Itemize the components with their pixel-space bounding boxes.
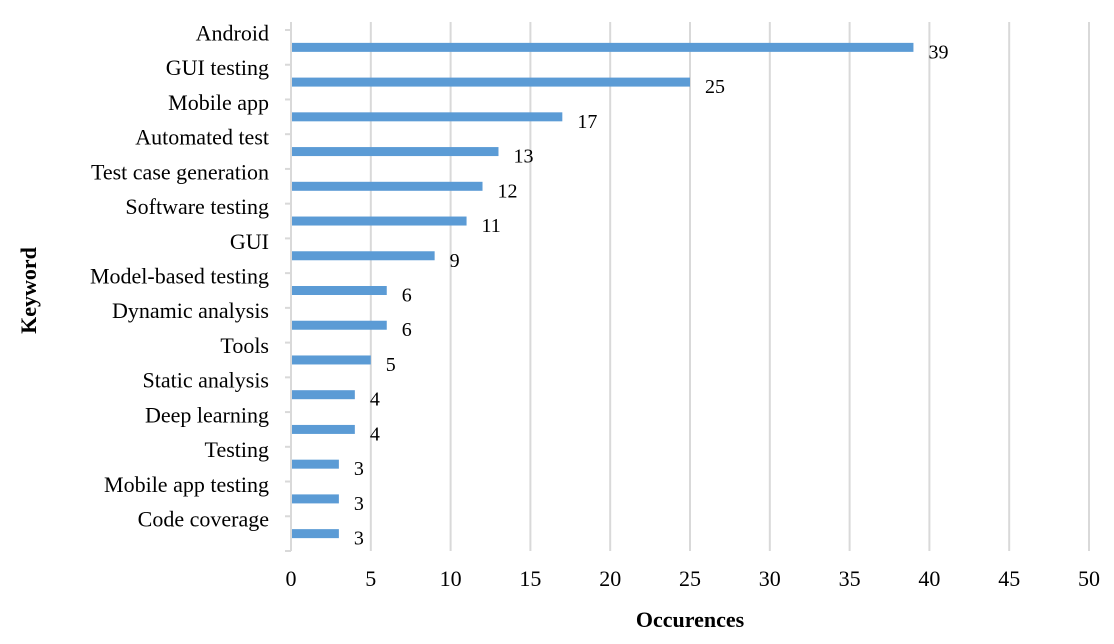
data-label: 3 — [354, 493, 364, 515]
data-label: 12 — [498, 180, 518, 202]
bars — [291, 42, 914, 539]
x-tick-label: 15 — [519, 566, 541, 591]
bar-testing — [291, 459, 339, 469]
data-label: 3 — [354, 528, 364, 550]
bar-mobile-app-testing — [291, 494, 339, 504]
category-label: Static analysis — [143, 368, 269, 393]
x-tick-label: 5 — [365, 566, 376, 591]
data-label: 13 — [513, 146, 533, 168]
bar-model-based-testing — [291, 286, 387, 295]
category-label: Code coverage — [138, 507, 269, 532]
x-tick-label: 35 — [839, 566, 861, 591]
category-label: Model-based testing — [90, 264, 269, 289]
x-tick-label: 45 — [998, 566, 1020, 591]
data-label: 3 — [354, 458, 364, 480]
x-tick-labels: 0 5 10 15 20 25 30 35 40 45 50 — [286, 566, 1101, 591]
bar-mobile-app — [291, 112, 563, 122]
bar-dynamic-analysis — [291, 320, 387, 330]
category-label: Testing — [205, 437, 269, 462]
data-label: 11 — [482, 215, 501, 237]
bar-software-testing — [291, 216, 467, 226]
category-label: Test case generation — [91, 159, 269, 184]
category-label: Mobile app — [168, 90, 269, 115]
data-label: 17 — [577, 111, 597, 133]
data-label: 39 — [928, 41, 948, 63]
data-label: 4 — [370, 423, 380, 445]
data-label: 6 — [402, 319, 412, 341]
bar-static-analysis — [291, 390, 355, 400]
x-tick-label: 20 — [599, 566, 621, 591]
category-label: Tools — [220, 333, 269, 358]
data-label: 9 — [450, 250, 460, 272]
bar-android — [291, 42, 914, 52]
bar-tools — [291, 355, 371, 365]
data-label: 5 — [386, 354, 396, 376]
bar-gui-testing — [291, 77, 690, 87]
x-tick-label: 50 — [1078, 566, 1100, 591]
data-label: 6 — [402, 285, 412, 307]
bar-deep-learning — [291, 424, 355, 434]
category-label: GUI testing — [166, 55, 269, 80]
x-tick-label: 25 — [679, 566, 701, 591]
bar-test-case-generation — [291, 181, 483, 191]
category-label: GUI — [230, 229, 269, 254]
category-label: Android — [196, 20, 269, 45]
category-label: Deep learning — [145, 402, 269, 427]
data-label: 4 — [370, 389, 380, 411]
x-tick-label: 10 — [440, 566, 462, 591]
x-tick-label: 0 — [286, 566, 297, 591]
x-tick-label: 40 — [918, 566, 940, 591]
bar-gui — [291, 251, 435, 261]
data-label: 25 — [705, 76, 725, 98]
y-axis-title: Keyword — [16, 247, 41, 334]
category-label: Mobile app testing — [104, 472, 269, 497]
x-axis-title: Occurences — [636, 607, 745, 632]
category-label: Automated test — [135, 125, 269, 150]
category-label: Software testing — [125, 194, 269, 219]
x-tick-label: 30 — [759, 566, 781, 591]
category-label: Dynamic analysis — [112, 298, 269, 323]
bar-code-coverage — [291, 529, 339, 539]
bar-automated-test — [291, 147, 499, 157]
category-labels: Android GUI testing Mobile app Automated te… — [90, 20, 269, 531]
